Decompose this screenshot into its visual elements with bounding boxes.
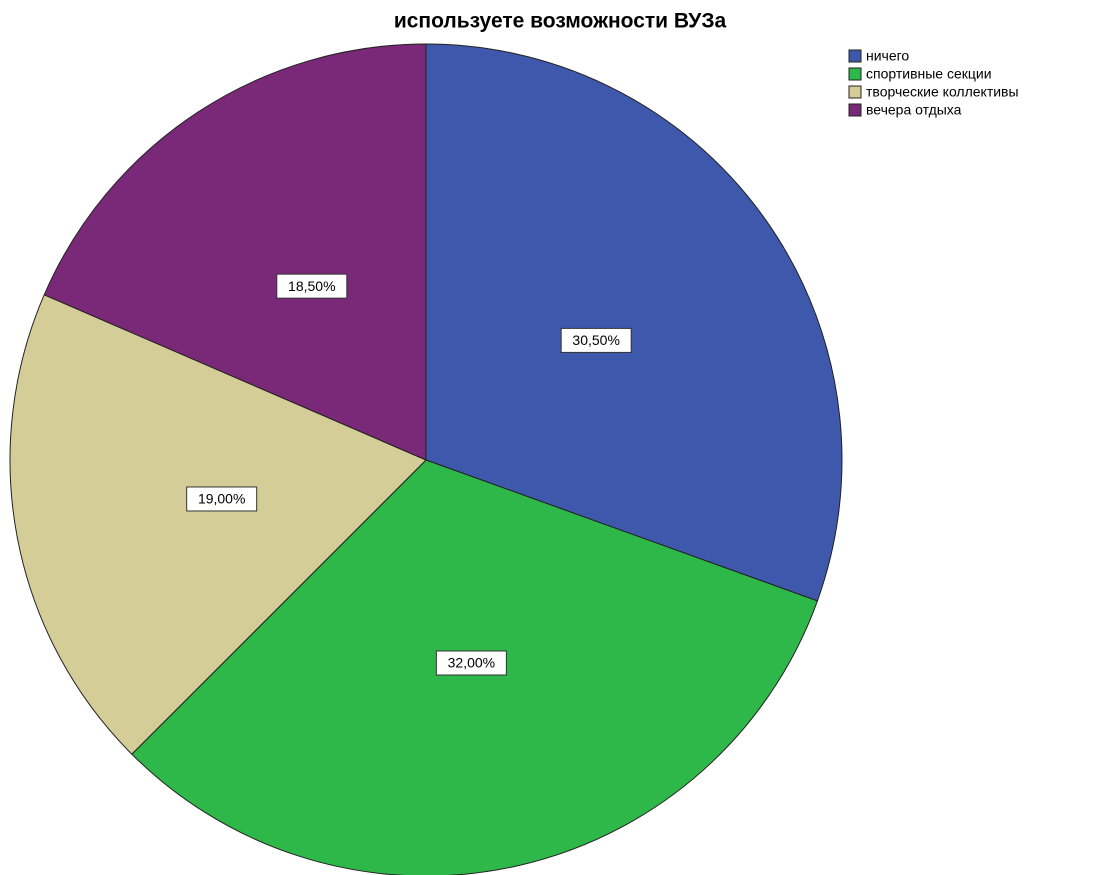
value-label: 30,50% — [572, 332, 619, 348]
pie-slice — [9, 294, 427, 755]
chart-title: используете возможности ВУЗа — [394, 10, 727, 33]
legend-swatch — [848, 49, 862, 63]
value-label-box — [186, 486, 258, 512]
legend-swatch — [848, 67, 862, 81]
value-label: 18,50% — [288, 278, 335, 294]
value-label-box — [435, 650, 507, 676]
value-label: 32,00% — [448, 655, 495, 671]
pie-slice — [425, 43, 843, 602]
legend-text: спортивные секции — [866, 66, 992, 82]
value-label-box — [276, 273, 348, 299]
pie-slice — [43, 43, 427, 461]
value-label-box — [560, 327, 632, 353]
legend-swatch — [848, 85, 862, 99]
legend-text: ничего — [866, 48, 909, 64]
legend-text: вечера отдыха — [866, 102, 962, 118]
legend-text: творческие коллективы — [866, 84, 1019, 100]
legend-swatch — [848, 103, 862, 117]
value-label: 19,00% — [198, 491, 245, 507]
